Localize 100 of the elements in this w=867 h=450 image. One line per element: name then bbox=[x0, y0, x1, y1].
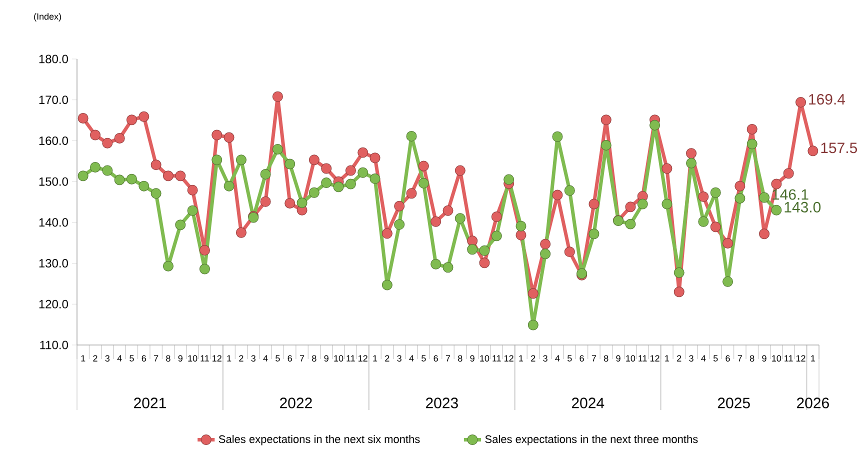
x-tick-label: 4 bbox=[409, 355, 414, 362]
x-tick-label: 7 bbox=[738, 355, 742, 362]
x-tick-label: 7 bbox=[154, 355, 158, 362]
x-tick-label: 9 bbox=[324, 355, 328, 362]
x-tick-label: 10 bbox=[480, 355, 490, 362]
point bbox=[588, 228, 600, 240]
legend-label: Sales expectations in the next three months bbox=[485, 435, 698, 446]
point bbox=[686, 158, 697, 168]
point bbox=[516, 220, 526, 232]
point bbox=[722, 276, 734, 287]
x-tick-label: 1 bbox=[811, 355, 815, 362]
data-label: 169.4 bbox=[809, 94, 846, 105]
point bbox=[150, 188, 162, 199]
x-tick-label: 4 bbox=[263, 355, 268, 362]
point bbox=[333, 182, 344, 192]
x-tick-label: 6 bbox=[434, 355, 438, 362]
point bbox=[236, 154, 246, 166]
x-tick-label: 8 bbox=[166, 355, 170, 362]
y-tick-label: 160.0 bbox=[39, 136, 68, 145]
y-tick-label: 150.0 bbox=[39, 177, 68, 186]
x-tick-label: 7 bbox=[592, 355, 596, 362]
x-tick-label: 11 bbox=[638, 355, 647, 362]
point bbox=[296, 198, 308, 208]
x-tick-label: 1 bbox=[665, 355, 670, 362]
x-tick-label: 12 bbox=[650, 355, 660, 362]
point bbox=[138, 180, 150, 192]
x-tick-label: 11 bbox=[346, 355, 355, 362]
point bbox=[126, 174, 137, 184]
point bbox=[625, 218, 636, 230]
x-tick-label: 1 bbox=[519, 355, 524, 362]
x-tick-label: 9 bbox=[470, 355, 474, 362]
point bbox=[528, 320, 538, 330]
point bbox=[382, 280, 392, 290]
point bbox=[212, 154, 222, 166]
x-tick-label: 10 bbox=[626, 355, 636, 362]
point bbox=[710, 187, 721, 198]
point bbox=[650, 120, 660, 130]
point bbox=[358, 167, 368, 178]
point bbox=[734, 193, 746, 204]
point bbox=[370, 173, 380, 184]
x-tick-label: 6 bbox=[726, 355, 730, 362]
point bbox=[504, 174, 514, 185]
point bbox=[272, 144, 283, 155]
text: 2024 bbox=[572, 398, 604, 408]
data-label: 143.0 bbox=[784, 202, 821, 212]
x-tick-label: 5 bbox=[568, 355, 572, 362]
y-tick-label: 180.0 bbox=[39, 54, 68, 64]
point bbox=[418, 178, 429, 188]
text: 2021 bbox=[134, 398, 166, 408]
x-tick-label: 2 bbox=[385, 355, 390, 362]
point bbox=[454, 213, 466, 224]
point bbox=[90, 162, 100, 173]
x-tick-label: 6 bbox=[288, 355, 292, 362]
x-tick-label: 6 bbox=[142, 355, 146, 362]
text: 2025 bbox=[718, 398, 750, 408]
point bbox=[114, 174, 125, 186]
y-tick-label: 130.0 bbox=[39, 259, 68, 268]
point bbox=[406, 130, 417, 142]
x-tick-label: 9 bbox=[178, 355, 182, 362]
point bbox=[637, 198, 648, 210]
x-tick-label: 8 bbox=[312, 355, 316, 362]
point bbox=[662, 198, 672, 210]
x-tick-label: 10 bbox=[334, 355, 344, 362]
x-tick-label: 11 bbox=[200, 355, 209, 362]
x-tick-label: 5 bbox=[422, 355, 426, 362]
point bbox=[175, 220, 186, 230]
x-tick-label: 3 bbox=[689, 355, 694, 362]
point bbox=[284, 158, 296, 170]
x-tick-label: 3 bbox=[543, 355, 548, 362]
point bbox=[479, 245, 490, 256]
x-tick-label: 2 bbox=[239, 355, 244, 362]
point bbox=[442, 262, 454, 273]
x-tick-label: 12 bbox=[504, 355, 514, 362]
x-tick-label: 8 bbox=[604, 355, 608, 362]
x-tick-label: 6 bbox=[580, 355, 584, 362]
x-tick-label: 10 bbox=[772, 355, 782, 362]
x-tick-label: 1 bbox=[227, 355, 232, 362]
x-tick-label: 1 bbox=[81, 355, 86, 362]
x-tick-label: 8 bbox=[750, 355, 754, 362]
x-tick-label: 8 bbox=[458, 355, 462, 362]
x-tick-label: 4 bbox=[701, 355, 706, 362]
text: 2022 bbox=[280, 398, 312, 408]
point bbox=[78, 170, 88, 182]
x-tick-label: 3 bbox=[251, 355, 256, 362]
x-tick-label: 4 bbox=[555, 355, 560, 362]
x-tick-label: 12 bbox=[358, 355, 368, 362]
point bbox=[345, 178, 356, 190]
point bbox=[552, 131, 563, 142]
point bbox=[746, 138, 758, 150]
x-tick-label: 3 bbox=[397, 355, 402, 362]
point bbox=[199, 264, 210, 274]
x-tick-label: 12 bbox=[212, 355, 222, 362]
x-tick-label: 11 bbox=[492, 355, 501, 362]
x-tick-label: 2 bbox=[677, 355, 682, 362]
point bbox=[759, 192, 770, 203]
point bbox=[540, 248, 551, 260]
x-tick-label: 5 bbox=[130, 355, 134, 362]
x-tick-label: 12 bbox=[796, 355, 806, 362]
x-tick-label: 7 bbox=[300, 355, 304, 362]
legend-label: Sales expectations in the next six months bbox=[218, 435, 420, 446]
